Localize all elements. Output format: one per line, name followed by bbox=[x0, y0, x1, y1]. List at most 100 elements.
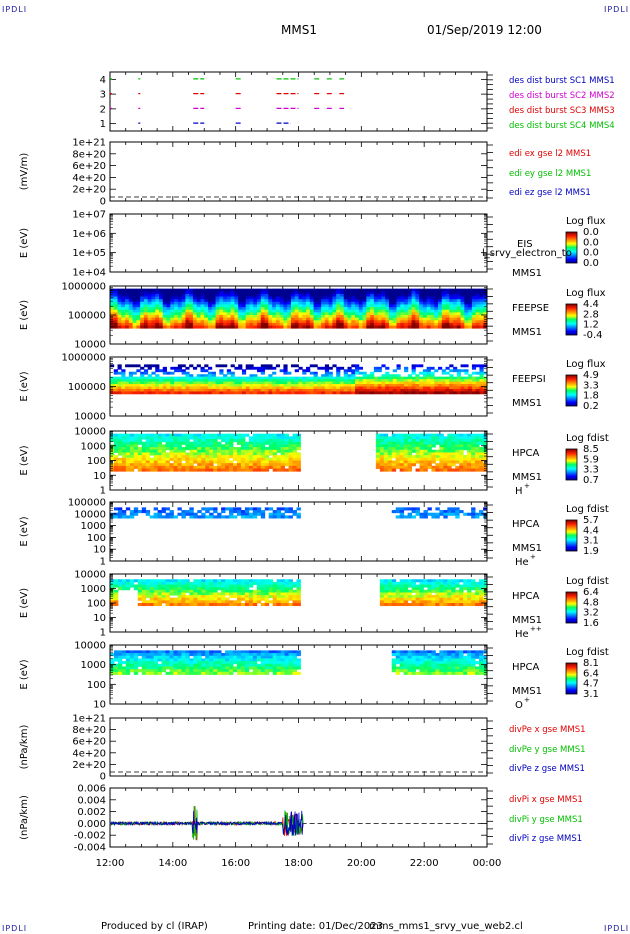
spectrogram-cell bbox=[205, 589, 210, 593]
spectrogram-cell bbox=[411, 391, 416, 395]
spectrogram-cell bbox=[468, 315, 473, 319]
spectrogram-cell bbox=[355, 296, 360, 300]
spectrogram-cell bbox=[306, 386, 311, 390]
spectrogram-cell bbox=[204, 384, 209, 387]
spectrogram-cell bbox=[370, 296, 375, 300]
spectrogram-cell bbox=[396, 379, 401, 382]
spectrogram-cell bbox=[423, 444, 428, 448]
spectrogram-cell bbox=[155, 307, 160, 311]
spectrogram-cell bbox=[419, 447, 424, 451]
spectrogram-cell bbox=[456, 369, 462, 373]
spectrogram-cell bbox=[358, 304, 363, 308]
spectrogram-cell bbox=[165, 463, 170, 467]
spectrogram-cell bbox=[157, 600, 162, 604]
spectrogram-cell bbox=[453, 288, 458, 292]
spectrogram-cell bbox=[468, 291, 473, 295]
spectrogram-cell bbox=[276, 447, 282, 451]
spectrogram-cell bbox=[162, 381, 167, 385]
spectrogram-cell bbox=[324, 317, 330, 321]
spectrogram-cell bbox=[234, 312, 239, 316]
spectrogram-cell bbox=[230, 317, 235, 321]
spectrogram-cell bbox=[133, 579, 139, 583]
spectrogram-cell bbox=[447, 455, 452, 459]
spectrogram-cell bbox=[459, 441, 464, 445]
spectrogram-cell bbox=[147, 312, 152, 316]
spectrogram-cell bbox=[159, 307, 164, 311]
spectrogram-cell bbox=[411, 444, 416, 448]
spectrogram-cell bbox=[449, 379, 454, 382]
spectrogram-cell bbox=[313, 309, 318, 313]
spectrogram-cell bbox=[252, 595, 258, 599]
spectrogram-cell bbox=[226, 299, 232, 303]
spectrogram-cell bbox=[358, 315, 363, 319]
spectrogram-cell bbox=[236, 512, 242, 516]
spectrogram-cell bbox=[379, 447, 385, 451]
spectrogram-cell bbox=[223, 381, 228, 385]
spectrogram-cell bbox=[260, 379, 265, 382]
spectrogram-cell bbox=[264, 296, 269, 300]
spectrogram-cell bbox=[385, 293, 390, 297]
spectrogram-cell bbox=[196, 379, 201, 382]
spectrogram-cell bbox=[479, 391, 484, 395]
legend-entry: edi ez gse l2 MMS1 bbox=[509, 188, 591, 198]
spectrogram-cell bbox=[449, 312, 454, 316]
spectrogram-cell bbox=[200, 309, 205, 313]
spectrogram-cell bbox=[177, 463, 182, 467]
spectrogram-cell bbox=[252, 460, 258, 464]
spectrogram-cell bbox=[132, 307, 137, 311]
spectrogram-cell bbox=[275, 388, 281, 392]
spectrogram-cell bbox=[200, 291, 205, 295]
spectrogram-cell bbox=[292, 449, 297, 453]
spectrogram-cell bbox=[200, 312, 205, 316]
spectrogram-cell bbox=[435, 441, 440, 445]
spectrogram-cell bbox=[143, 391, 149, 395]
spectrogram-cell bbox=[149, 597, 155, 601]
spectrogram-cell bbox=[169, 463, 174, 467]
spectrogram-cell bbox=[407, 381, 412, 385]
spectrogram-cell bbox=[140, 388, 145, 392]
spectrogram-cell bbox=[241, 384, 247, 387]
spectrogram-cell bbox=[272, 309, 277, 313]
spectrogram-cell bbox=[140, 299, 145, 303]
spectrogram-cell bbox=[223, 312, 228, 316]
spectrogram-cell bbox=[233, 595, 238, 599]
spectrogram-cell bbox=[275, 307, 281, 311]
spectrogram-cell bbox=[387, 455, 393, 459]
spectrogram-cell bbox=[177, 369, 183, 373]
spectrogram-cell bbox=[264, 366, 269, 370]
spectrogram-cell bbox=[459, 510, 464, 514]
spectrogram-cell bbox=[415, 391, 420, 395]
spectrogram-cell bbox=[339, 384, 345, 387]
spectrogram-cell bbox=[453, 299, 458, 303]
spectrogram-cell bbox=[373, 288, 379, 292]
spectrogram-cell bbox=[185, 312, 190, 316]
spectrogram-cell bbox=[347, 317, 352, 321]
spectrogram-cell bbox=[479, 366, 484, 370]
spectrogram-cell bbox=[471, 381, 477, 385]
spectrogram-cell bbox=[283, 309, 288, 313]
spectrogram-cell bbox=[219, 291, 224, 295]
spectrogram-cell bbox=[453, 296, 458, 300]
spectrogram-cell bbox=[379, 455, 385, 459]
spectrogram-cell bbox=[257, 296, 262, 300]
spectrogram-cell bbox=[141, 510, 147, 514]
spectrogram-cell bbox=[110, 291, 115, 295]
spectrogram-cell bbox=[147, 374, 152, 378]
spectrogram-cell bbox=[157, 465, 162, 469]
spectrogram-cell bbox=[385, 291, 390, 295]
spectrogram-cell bbox=[467, 463, 472, 467]
spectrogram-cell bbox=[272, 457, 278, 461]
spectrogram-cell bbox=[411, 449, 416, 453]
spectrogram-cell bbox=[366, 315, 371, 319]
spectrogram-cell bbox=[445, 379, 450, 382]
spectrogram-cell bbox=[132, 384, 137, 387]
spectrogram-cell bbox=[287, 388, 292, 392]
spectrogram-cell bbox=[279, 293, 284, 297]
spectrogram-cell bbox=[276, 439, 282, 443]
spectrogram-cell bbox=[385, 325, 390, 329]
spectrogram-cell bbox=[157, 449, 162, 453]
spectrogram-cell bbox=[370, 376, 375, 380]
spectrogram-cell bbox=[456, 384, 462, 387]
spectrogram-cell bbox=[117, 449, 123, 453]
spectrogram-cell bbox=[121, 515, 127, 519]
